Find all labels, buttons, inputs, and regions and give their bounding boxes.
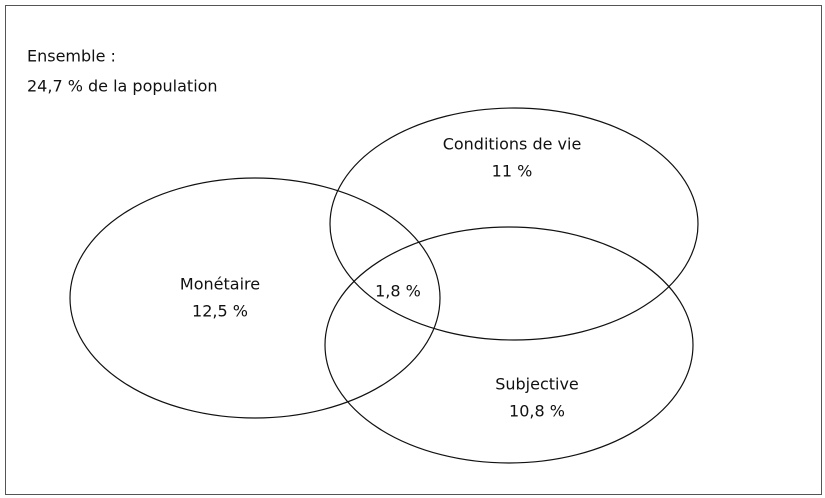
header-title: Ensemble :	[27, 47, 116, 66]
intersection-value: 1,8 %	[375, 282, 421, 301]
set-value: 12,5 %	[192, 302, 248, 321]
set-subjective	[324, 226, 694, 464]
set-label: Subjective	[495, 375, 579, 394]
frame	[5, 5, 822, 495]
header-subtitle: 24,7 % de la population	[27, 77, 218, 96]
set-value: 10,8 %	[509, 402, 565, 421]
set-conditions-de-vie	[329, 107, 699, 341]
set-value: 11 %	[492, 162, 533, 181]
set-label: Monétaire	[180, 275, 260, 294]
set-label: Conditions de vie	[443, 135, 582, 154]
set-monetaire	[69, 177, 441, 419]
